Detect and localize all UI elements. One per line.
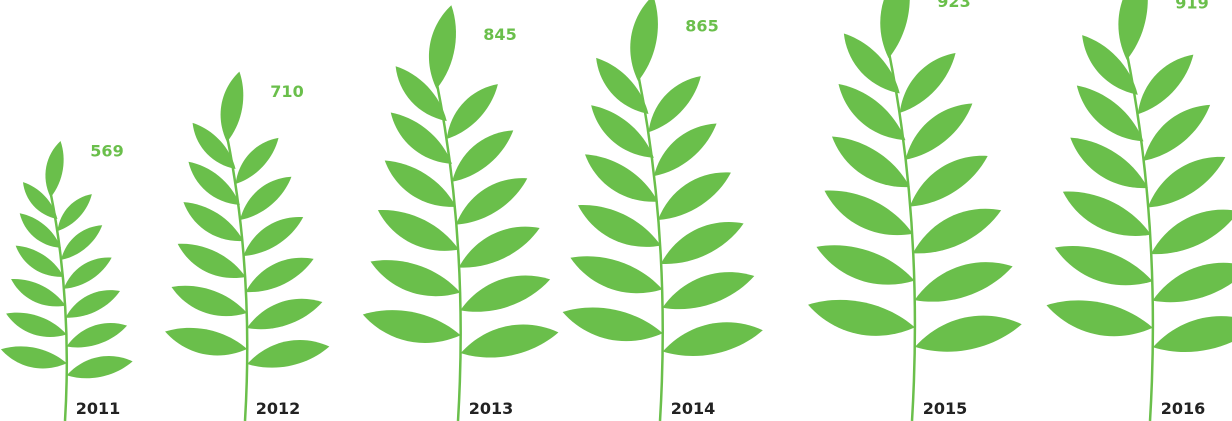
category-label: 2012 [256, 399, 301, 418]
leaflet [804, 291, 918, 345]
value-label: 865 [685, 17, 718, 36]
leaflet [423, 3, 462, 91]
leaflet [63, 316, 130, 355]
leaf [1043, 0, 1232, 421]
leaflet [64, 350, 134, 383]
leaflet [565, 246, 666, 305]
leaflet [455, 264, 554, 321]
leaflet [172, 235, 250, 288]
leaflet [817, 179, 918, 248]
leaf [359, 3, 561, 421]
category-label: 2015 [923, 399, 968, 418]
value-label: 569 [90, 142, 123, 161]
category-label: 2016 [1161, 399, 1206, 418]
leaf [559, 0, 765, 421]
value-label: 919 [1175, 0, 1208, 13]
category-label: 2011 [76, 399, 121, 418]
leaflet [359, 302, 463, 352]
leaf [162, 70, 331, 421]
leaflet [457, 316, 561, 366]
leaflet [873, 0, 916, 60]
leaflet [365, 250, 464, 307]
leaflet [1147, 251, 1232, 313]
leaflet [1049, 235, 1157, 297]
leaflet [240, 247, 318, 300]
leaflet [41, 139, 68, 198]
leaflet [162, 321, 249, 363]
category-label: 2013 [469, 399, 514, 418]
leaflet [1111, 0, 1154, 62]
leaflet [0, 341, 69, 374]
leaflet [7, 272, 69, 315]
leaf [804, 0, 1024, 421]
leaflet [911, 306, 1025, 360]
leaflet [1149, 307, 1232, 361]
leaflet [61, 282, 123, 325]
leaflet [3, 306, 70, 345]
leaflet [1144, 196, 1232, 265]
leaflet [909, 250, 1017, 313]
leaflet [243, 289, 326, 337]
leaflet [571, 195, 666, 260]
value-label: 710 [270, 82, 303, 101]
leaflet [1056, 181, 1157, 250]
leaflet [657, 261, 758, 320]
leaflet [215, 70, 248, 144]
category-label: 2014 [671, 399, 716, 418]
value-label: 923 [937, 0, 970, 11]
leaflet [452, 214, 544, 277]
leaflet [659, 314, 765, 365]
leaflet [624, 0, 664, 83]
leaflet [654, 210, 749, 275]
value-label: 845 [483, 25, 516, 44]
leaflet [167, 277, 250, 325]
leaflet [1043, 292, 1156, 346]
leaflet [559, 299, 665, 350]
leaflet [244, 333, 331, 375]
leaflet [811, 234, 919, 297]
chart: 569 2011 710 2012 845 2013 865 2014 923 2015 919 20… [0, 0, 1232, 421]
leaflet [371, 200, 463, 263]
leaf [0, 139, 134, 421]
leaflet [906, 195, 1007, 264]
